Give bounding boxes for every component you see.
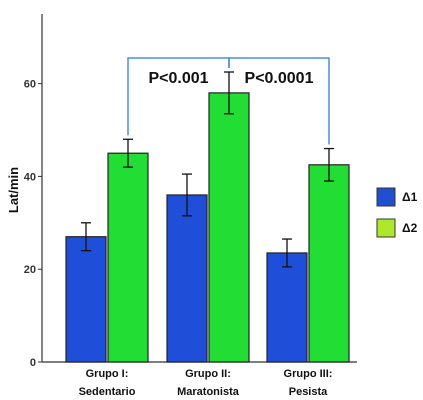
category-label-line2: Sedentario: [79, 386, 136, 398]
category-label-line2: Maratonista: [177, 386, 240, 398]
legend-label: Δ2: [402, 221, 418, 235]
p-value-label: P<0.001: [148, 70, 208, 87]
bar-2-group-3: [308, 164, 350, 363]
bar-2-group-1: [107, 152, 149, 363]
category-label-line1: Grupo I:: [86, 368, 129, 380]
p-value-label: P<0.0001: [245, 70, 314, 87]
category-labels: Grupo I: Sedentario Grupo II: Maratonista Gr…: [79, 368, 333, 398]
category-label-line2: Pesista: [289, 386, 328, 398]
category-label-line1: Grupo III:: [284, 368, 333, 380]
legend-swatch: [376, 187, 396, 207]
y-axis-label: Lat/min: [6, 167, 21, 213]
legend-label: Δ1: [402, 190, 418, 204]
bars: [65, 71, 350, 363]
significance-bracket: [228, 57, 330, 145]
y-tick-label: 60: [24, 79, 36, 91]
bar-1-group-3: [266, 252, 308, 363]
bar-2-group-2: [208, 92, 250, 363]
y-ticks: 0 20 40 60: [24, 79, 42, 369]
category-label-line1: Grupo II:: [185, 368, 231, 380]
bar-1-group-1: [65, 236, 107, 363]
y-tick-label: 40: [24, 171, 36, 183]
legend: Δ1 Δ2: [376, 187, 418, 238]
bar-1-group-2: [166, 194, 208, 363]
y-tick-label: 0: [30, 357, 36, 369]
significance-annotations: P<0.001 P<0.0001: [127, 57, 330, 145]
y-tick-label: 20: [24, 264, 36, 276]
legend-swatch: [376, 218, 396, 238]
